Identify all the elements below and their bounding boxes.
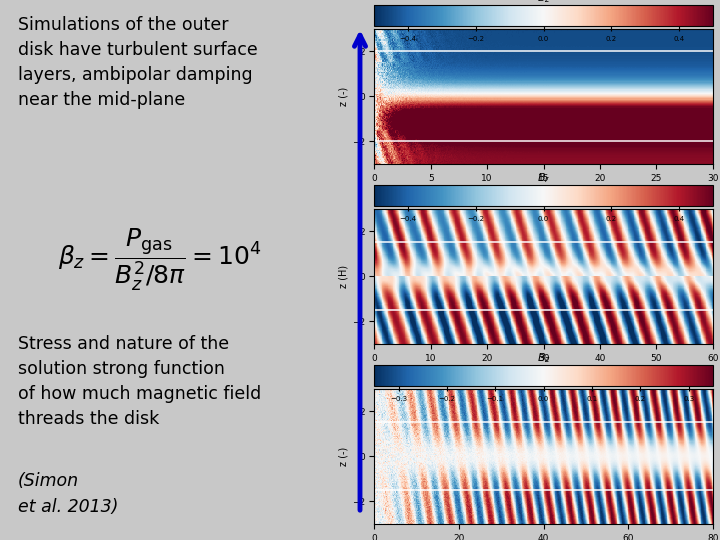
Title: $B_r$: $B_r$ — [537, 172, 550, 185]
Text: Simulations of the outer
disk have turbulent surface
layers, ambipolar damping
n: Simulations of the outer disk have turbu… — [18, 16, 258, 109]
Text: $\beta_z = \dfrac{P_{\rm gas}}{B_z^2/8\pi} = 10^4$: $\beta_z = \dfrac{P_{\rm gas}}{B_z^2/8\p… — [58, 226, 261, 293]
X-axis label: t (orbits): t (orbits) — [522, 368, 565, 378]
Text: (Simon
et al. 2013): (Simon et al. 2013) — [18, 472, 119, 516]
Text: Stress and nature of the
solution strong function
of how much magnetic field
thr: Stress and nature of the solution strong… — [18, 335, 261, 428]
Title: $B_z$: $B_z$ — [536, 352, 551, 366]
X-axis label: t (orbits): t (orbits) — [522, 188, 565, 198]
Title: $B_z$: $B_z$ — [536, 0, 551, 5]
Y-axis label: z (H): z (H) — [339, 265, 348, 288]
Y-axis label: z (-): z (-) — [339, 447, 348, 466]
Y-axis label: z (-): z (-) — [339, 86, 348, 106]
